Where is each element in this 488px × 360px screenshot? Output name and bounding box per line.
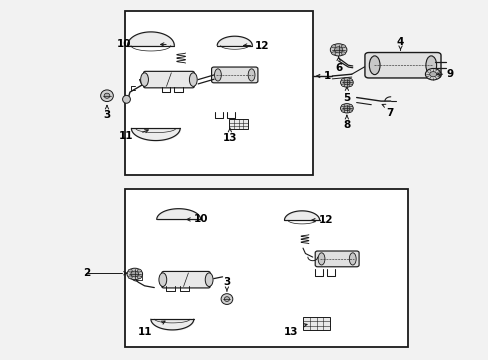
Circle shape [341,110,344,112]
Circle shape [341,52,345,55]
Circle shape [425,68,440,80]
Ellipse shape [101,90,113,102]
Circle shape [340,78,352,87]
Text: 1: 1 [323,71,330,81]
Circle shape [348,78,351,81]
Ellipse shape [247,69,254,81]
Circle shape [340,104,352,113]
Ellipse shape [318,253,325,265]
Circle shape [128,269,132,272]
Text: 2: 2 [83,268,91,278]
Ellipse shape [189,73,197,86]
Text: 13: 13 [222,134,237,143]
Circle shape [341,84,344,86]
Text: 6: 6 [334,63,342,73]
Text: 10: 10 [194,215,208,224]
Ellipse shape [368,56,379,75]
Text: 12: 12 [318,215,332,225]
Text: 5: 5 [343,93,350,103]
Bar [303,317,329,330]
Ellipse shape [104,93,110,98]
Ellipse shape [141,73,148,86]
Text: 12: 12 [254,41,269,50]
Bar [125,12,312,175]
Ellipse shape [214,69,221,81]
Ellipse shape [205,273,213,287]
FancyBboxPatch shape [143,71,194,88]
Circle shape [331,52,335,55]
Circle shape [334,47,342,53]
Circle shape [343,80,349,85]
Bar [125,189,407,347]
Circle shape [348,104,351,107]
Text: 13: 13 [283,327,298,337]
Text: 8: 8 [343,121,350,130]
Circle shape [343,106,349,111]
Text: 11: 11 [119,131,133,140]
Circle shape [341,78,344,81]
Circle shape [331,45,335,48]
Circle shape [341,45,345,48]
Ellipse shape [122,95,130,103]
Bar [229,120,247,130]
Text: 4: 4 [396,37,404,46]
Text: 11: 11 [137,327,152,337]
FancyBboxPatch shape [364,53,440,78]
Circle shape [341,104,344,107]
Text: 7: 7 [386,108,393,118]
Circle shape [137,269,141,272]
Circle shape [128,276,132,279]
Ellipse shape [159,273,166,287]
Ellipse shape [348,253,355,265]
Ellipse shape [224,297,229,301]
FancyBboxPatch shape [315,251,358,267]
Text: 10: 10 [117,40,131,49]
Circle shape [127,268,142,280]
Circle shape [330,44,346,56]
Text: 3: 3 [223,277,230,287]
Text: 3: 3 [103,111,110,121]
Circle shape [137,276,141,279]
Text: 9: 9 [446,69,453,79]
Circle shape [348,84,351,86]
Circle shape [131,271,139,277]
Ellipse shape [425,56,436,75]
Ellipse shape [221,294,232,305]
FancyBboxPatch shape [162,271,210,288]
Circle shape [348,110,351,112]
FancyBboxPatch shape [211,67,257,83]
Circle shape [429,72,436,77]
